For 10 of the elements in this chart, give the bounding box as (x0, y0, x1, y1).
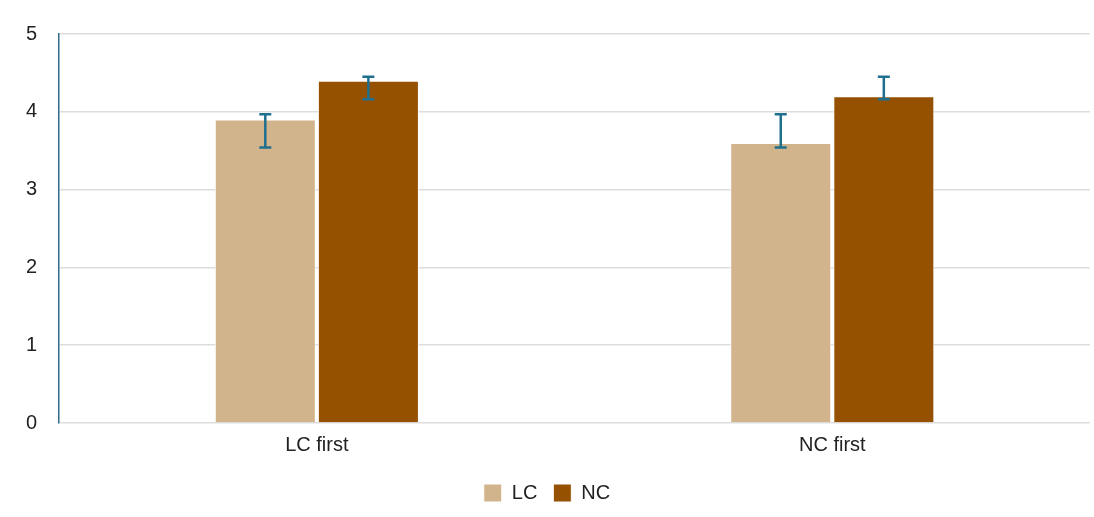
x-tick-label: NC first (798, 432, 867, 455)
legend-label: NC (581, 480, 611, 503)
y-tick-label: 4 (26, 99, 38, 122)
legend-label: LC (511, 480, 538, 503)
y-tick-label: 1 (26, 332, 38, 355)
y-tick-label: 5 (26, 21, 38, 44)
y-tick-label: 3 (26, 177, 38, 200)
x-tick-label: LC first (285, 432, 349, 455)
y-tick-label: 2 (26, 254, 38, 277)
y-tick-label: 0 (26, 410, 38, 433)
